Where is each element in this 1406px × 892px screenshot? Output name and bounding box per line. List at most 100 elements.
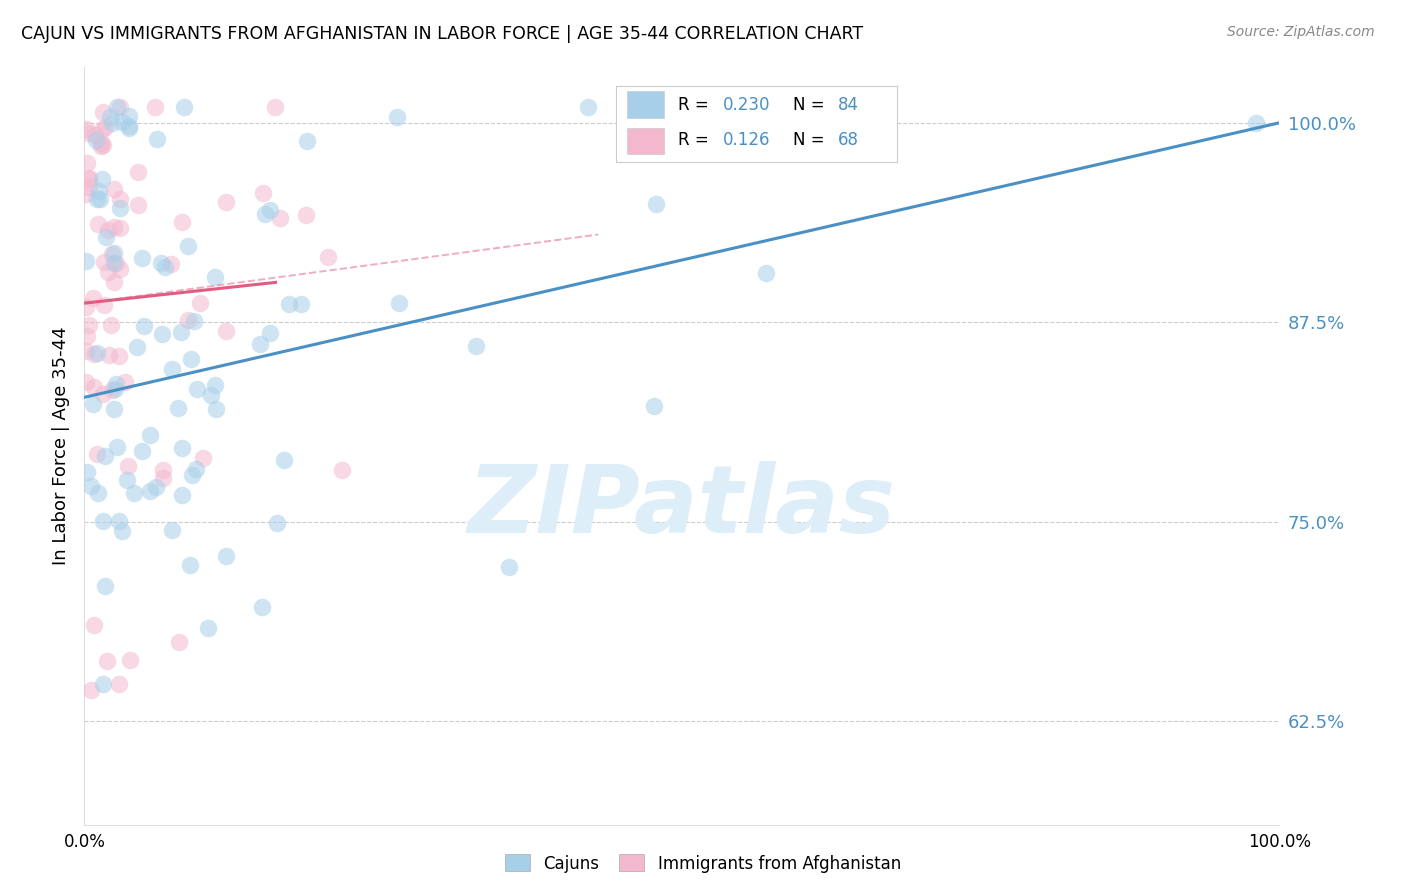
Point — [90, 136, 112, 150]
Point — [200, 388, 222, 402]
Point — [80, 479, 103, 493]
Point — [131, 443, 153, 458]
Point — [249, 337, 271, 351]
Point — [105, 376, 128, 391]
Point — [146, 132, 169, 146]
Point — [316, 250, 339, 264]
Point — [111, 114, 134, 128]
Point — [86, 345, 108, 359]
Point — [108, 515, 131, 529]
Point — [152, 471, 174, 485]
Point — [93, 255, 115, 269]
Point — [127, 198, 149, 212]
Y-axis label: In Labor Force | Age 35-44: In Labor Force | Age 35-44 — [52, 326, 70, 566]
Point — [90, 171, 112, 186]
Point — [77, 126, 100, 140]
Point — [75, 254, 97, 268]
Point — [254, 207, 277, 221]
Point — [103, 256, 125, 270]
Point — [77, 172, 100, 186]
Point — [103, 220, 125, 235]
Point — [125, 340, 148, 354]
Point — [498, 560, 520, 574]
Point — [108, 100, 131, 114]
Point — [152, 326, 174, 341]
Point — [170, 326, 193, 340]
Point — [114, 375, 136, 389]
Point — [167, 401, 190, 415]
Point — [100, 318, 122, 332]
Point — [108, 261, 131, 276]
Point — [108, 677, 131, 691]
Point — [259, 202, 281, 217]
Text: CAJUN VS IMMIGRANTS FROM AFGHANISTAN IN LABOR FORCE | AGE 35-44 CORRELATION CHAR: CAJUN VS IMMIGRANTS FROM AFGHANISTAN IN … — [21, 25, 863, 43]
Point — [96, 230, 118, 244]
Point — [160, 257, 183, 271]
Point — [388, 296, 411, 310]
Point — [89, 184, 111, 198]
Point — [115, 474, 138, 488]
Point — [83, 618, 105, 632]
Point — [108, 221, 131, 235]
Point — [86, 447, 108, 461]
Point — [76, 465, 98, 479]
Point — [117, 458, 139, 473]
Point — [84, 128, 107, 143]
Point — [139, 427, 162, 442]
Point — [75, 375, 97, 389]
Point — [94, 449, 117, 463]
Point — [83, 380, 105, 394]
Point — [170, 488, 193, 502]
Point — [93, 298, 115, 312]
Point — [138, 484, 160, 499]
Point — [91, 387, 114, 401]
Point — [97, 223, 120, 237]
Point — [75, 300, 97, 314]
Point — [145, 480, 167, 494]
Text: ZIPatlas: ZIPatlas — [468, 460, 896, 553]
Point — [172, 441, 194, 455]
Point — [160, 524, 183, 538]
Point — [273, 453, 295, 467]
Point — [118, 121, 141, 136]
Point — [86, 192, 108, 206]
Point — [252, 186, 274, 200]
Point — [250, 599, 273, 614]
Point — [104, 383, 127, 397]
Point — [97, 348, 120, 362]
Point — [204, 269, 226, 284]
Point — [103, 401, 125, 416]
Point — [179, 558, 201, 573]
Point — [103, 182, 125, 196]
Point — [122, 485, 145, 500]
Point — [101, 116, 124, 130]
Point — [186, 461, 208, 475]
Point — [131, 251, 153, 265]
Point — [75, 121, 97, 136]
Point — [153, 260, 176, 274]
Point — [105, 440, 128, 454]
Point — [180, 468, 202, 483]
Point — [103, 275, 125, 289]
Point — [197, 621, 219, 635]
Point — [108, 192, 131, 206]
Point — [132, 319, 155, 334]
Point — [82, 291, 104, 305]
Point — [90, 138, 112, 153]
Point — [204, 378, 226, 392]
Point — [266, 516, 288, 530]
Point — [93, 120, 115, 134]
Point — [188, 296, 211, 310]
Point — [330, 463, 353, 477]
Point — [150, 255, 173, 269]
Point — [108, 349, 131, 363]
Point — [87, 217, 110, 231]
Point — [215, 324, 238, 338]
Point — [160, 361, 183, 376]
Point — [118, 109, 141, 123]
Point — [259, 326, 281, 340]
Point — [118, 119, 141, 133]
Point — [152, 463, 174, 477]
Point — [464, 339, 486, 353]
Point — [91, 138, 114, 153]
